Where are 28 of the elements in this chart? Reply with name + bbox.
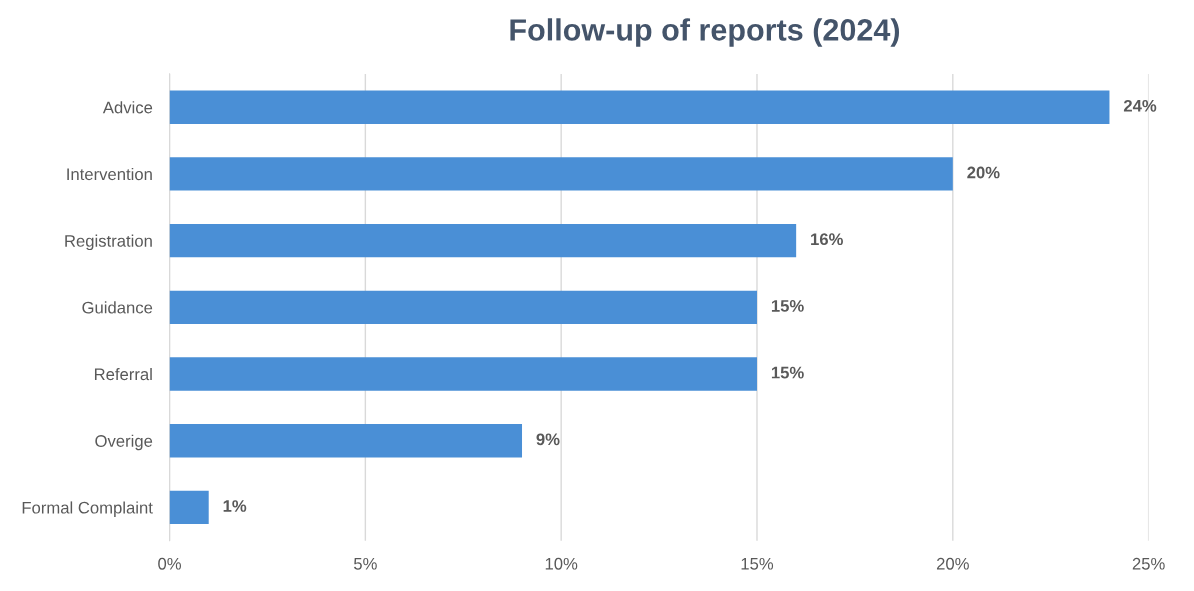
y-tick-label: Advice — [102, 101, 153, 114]
data-label: 15% — [771, 366, 804, 379]
y-tick-label: Registration — [65, 234, 152, 251]
chart-title: Follow-up of reports (2024) — [510, 18, 900, 47]
x-tick-label: 20% — [936, 557, 969, 570]
data-label: 24% — [1123, 99, 1157, 112]
data-label: 16% — [811, 233, 843, 246]
x-tick-label: 10% — [545, 557, 578, 570]
data-label: 1% — [223, 500, 247, 512]
y-tick-label: Intervention — [67, 167, 152, 181]
bar — [169, 223, 797, 258]
bar — [169, 90, 1110, 124]
x-tick-label: 15% — [741, 557, 774, 570]
bar — [169, 357, 757, 391]
bar — [169, 490, 209, 525]
x-tick-label: 25% — [1132, 557, 1165, 570]
data-label: 15% — [771, 300, 804, 312]
bar — [169, 424, 523, 458]
x-tick-label: 5% — [353, 557, 377, 570]
y-tick-label: Referral — [94, 367, 152, 381]
y-tick-label: Formal Complaint — [22, 501, 153, 517]
data-label: 9% — [536, 433, 560, 446]
data-label: 20% — [967, 166, 1000, 179]
y-tick-label: Overige — [95, 434, 153, 451]
y-tick-label: Guidance — [82, 301, 153, 314]
bar — [169, 290, 757, 324]
x-tick-label: 0% — [158, 557, 181, 570]
bar — [169, 157, 953, 191]
